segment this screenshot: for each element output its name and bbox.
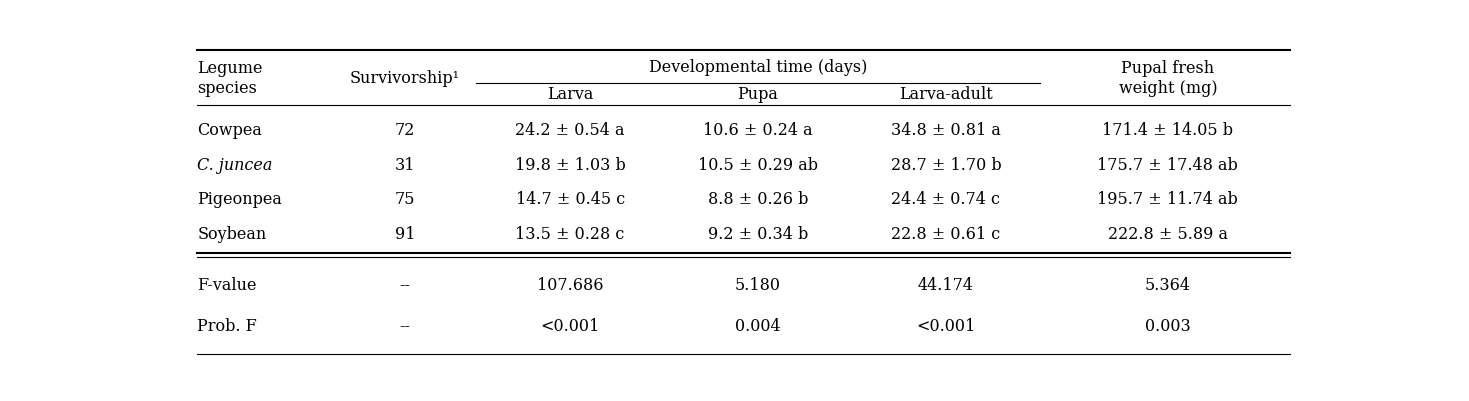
Text: F-value: F-value [197, 276, 257, 293]
Text: C. juncea: C. juncea [197, 156, 273, 173]
Text: 0.004: 0.004 [734, 318, 782, 335]
Text: Pigeonpea: Pigeonpea [197, 191, 282, 208]
Text: 10.6 ± 0.24 a: 10.6 ± 0.24 a [704, 122, 812, 139]
Text: 195.7 ± 11.74 ab: 195.7 ± 11.74 ab [1097, 191, 1238, 208]
Text: Survivorship¹: Survivorship¹ [350, 70, 460, 87]
Text: <0.001: <0.001 [917, 318, 975, 335]
Text: Cowpea: Cowpea [197, 122, 261, 139]
Text: --: -- [400, 318, 410, 335]
Text: 24.4 ± 0.74 c: 24.4 ± 0.74 c [892, 191, 1000, 208]
Text: Pupa: Pupa [737, 86, 779, 103]
Text: 5.364: 5.364 [1144, 276, 1191, 293]
Text: 171.4 ± 14.05 b: 171.4 ± 14.05 b [1102, 122, 1234, 139]
Text: Pupal fresh
weight (mg): Pupal fresh weight (mg) [1118, 60, 1218, 97]
Text: 34.8 ± 0.81 a: 34.8 ± 0.81 a [890, 122, 1000, 139]
Text: 222.8 ± 5.89 a: 222.8 ± 5.89 a [1108, 225, 1228, 243]
Text: Legume
species: Legume species [197, 60, 263, 97]
Text: 75: 75 [395, 191, 416, 208]
Text: Developmental time (days): Developmental time (days) [649, 59, 867, 76]
Text: 13.5 ± 0.28 c: 13.5 ± 0.28 c [516, 225, 624, 243]
Text: 22.8 ± 0.61 c: 22.8 ± 0.61 c [892, 225, 1000, 243]
Text: 0.003: 0.003 [1144, 318, 1191, 335]
Text: 8.8 ± 0.26 b: 8.8 ± 0.26 b [708, 191, 808, 208]
Text: 14.7 ± 0.45 c: 14.7 ± 0.45 c [516, 191, 624, 208]
Text: 28.7 ± 1.70 b: 28.7 ± 1.70 b [890, 156, 1002, 173]
Text: 10.5 ± 0.29 ab: 10.5 ± 0.29 ab [698, 156, 818, 173]
Text: 24.2 ± 0.54 a: 24.2 ± 0.54 a [516, 122, 624, 139]
Text: 9.2 ± 0.34 b: 9.2 ± 0.34 b [708, 225, 808, 243]
Text: 19.8 ± 1.03 b: 19.8 ± 1.03 b [514, 156, 626, 173]
Text: Soybean: Soybean [197, 225, 266, 243]
Text: <0.001: <0.001 [541, 318, 599, 335]
Text: 175.7 ± 17.48 ab: 175.7 ± 17.48 ab [1097, 156, 1238, 173]
Text: Larva: Larva [546, 86, 593, 103]
Text: --: -- [400, 276, 410, 293]
Text: 91: 91 [395, 225, 416, 243]
Text: 44.174: 44.174 [918, 276, 974, 293]
Text: 31: 31 [395, 156, 416, 173]
Text: 72: 72 [395, 122, 416, 139]
Text: 107.686: 107.686 [536, 276, 604, 293]
Text: Prob. F: Prob. F [197, 318, 257, 335]
Text: 5.180: 5.180 [734, 276, 782, 293]
Text: Larva-adult: Larva-adult [899, 86, 993, 103]
